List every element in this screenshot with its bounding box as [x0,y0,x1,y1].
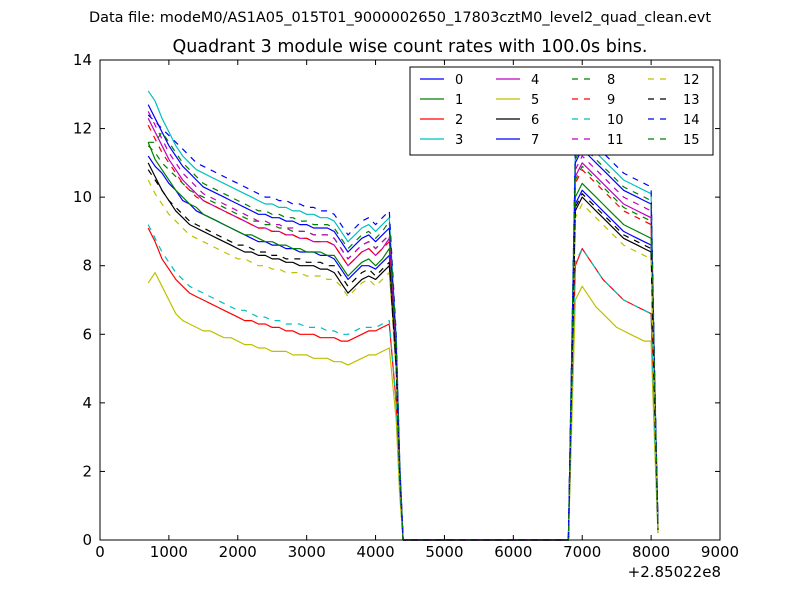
series-line-2 [147,227,659,541]
legend-label-0: 0 [455,73,463,88]
y-tick-label: 0 [82,531,92,549]
plot-frame [99,59,721,541]
legend-label-13: 13 [683,93,700,108]
x-tick-label: 9000 [701,543,739,561]
series-line-7 [147,104,659,541]
x-tick-label: 7000 [563,543,601,561]
y-tick-label: 2 [82,462,92,480]
series-line-11 [147,111,659,541]
legend-label-12: 12 [683,73,700,88]
legend-label-9: 9 [607,93,615,108]
series-line-5 [147,272,659,541]
legend-label-3: 3 [455,133,463,148]
series-line-10 [147,224,659,541]
series-line-3 [147,90,659,541]
legend-label-8: 8 [607,73,615,88]
x-tick-label: 3000 [288,543,326,561]
chart-suptitle: Data file: modeM0/AS1A05_015T01_90000026… [88,10,712,26]
series-line-6 [147,162,659,541]
legend-label-7: 7 [531,133,539,148]
x-tick-label: 8000 [632,543,670,561]
y-tick-label: 14 [73,51,92,69]
chart-title: Quadrant 3 module wise count rates with … [172,37,648,57]
legend-label-5: 5 [531,93,539,108]
legend-label-11: 11 [607,133,624,148]
legend-label-15: 15 [683,133,700,148]
y-tick-label: 10 [73,188,92,206]
legend-label-6: 6 [531,113,539,128]
x-tick-label: 6000 [494,543,532,561]
x-axis-offset-label: +2.85022e8 [627,563,721,581]
series-line-14 [147,114,659,541]
y-tick-label: 6 [82,325,92,343]
series-line-4 [147,118,659,541]
x-tick-label: 0 [95,543,105,561]
legend-label-4: 4 [531,73,539,88]
legend-label-10: 10 [607,113,624,128]
series-line-13 [147,169,659,541]
x-tick-label: 2000 [219,543,257,561]
y-tick-label: 4 [82,394,92,412]
legend-label-14: 14 [683,113,700,128]
y-tick-label: 12 [73,120,92,138]
y-tick-label: 8 [82,257,92,275]
x-tick-label: 5000 [425,543,463,561]
legend-label-2: 2 [455,113,463,128]
x-tick-label: 4000 [356,543,394,561]
series-line-1 [147,142,659,541]
x-tick-label: 1000 [150,543,188,561]
legend-label-1: 1 [455,93,463,108]
legend-frame [409,66,714,156]
